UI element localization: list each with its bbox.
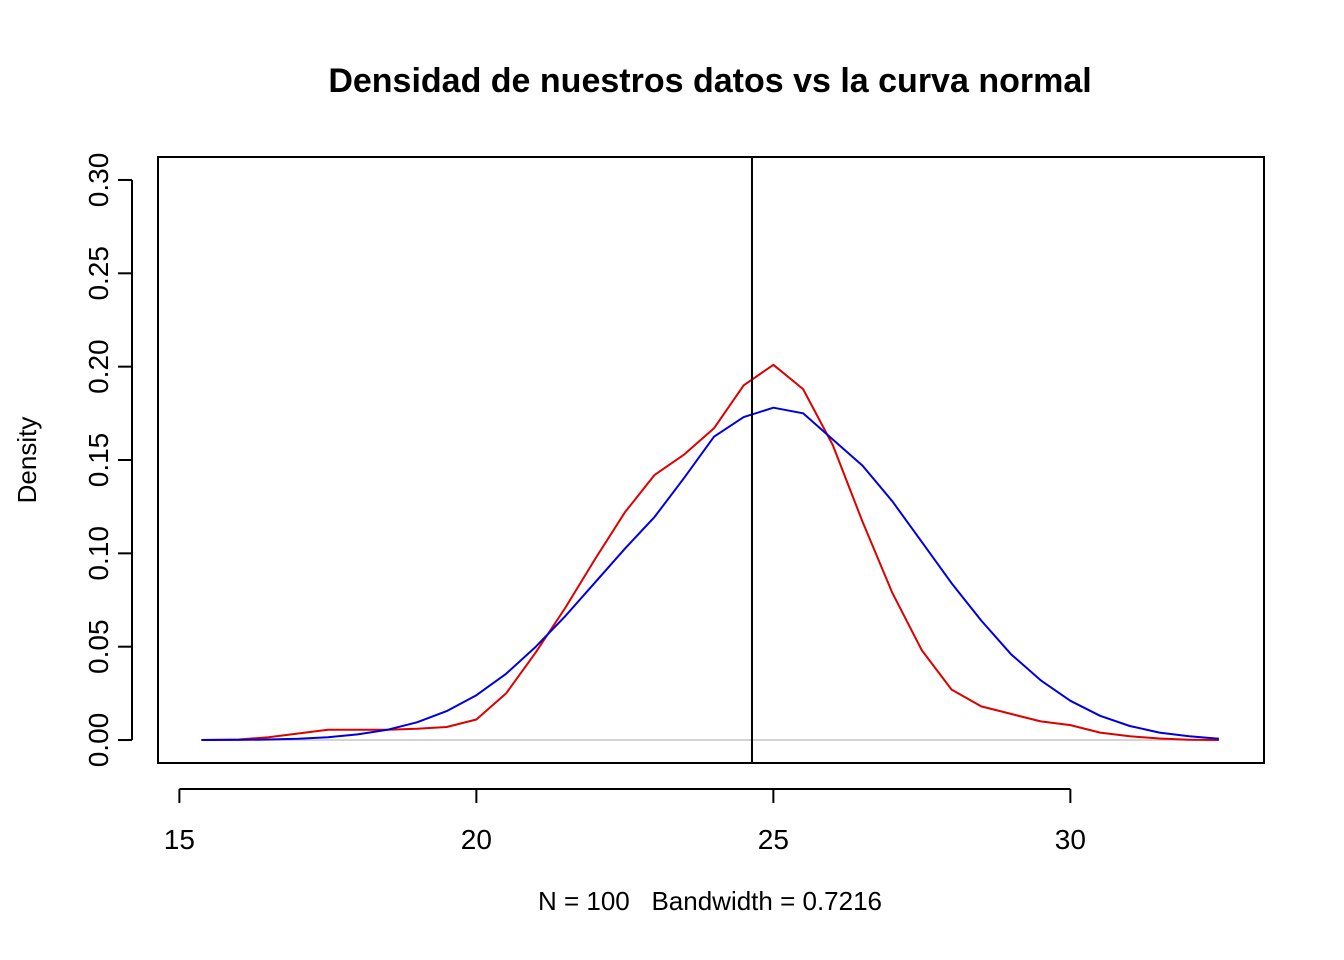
x-tick-label: 30 bbox=[1055, 824, 1086, 855]
x-axis-label: N = 100 Bandwidth = 0.7216 bbox=[538, 886, 882, 916]
y-axis: 0.00 0.05 0.10 0.15 0.20 0.25 0.30 bbox=[83, 153, 133, 768]
x-axis: 15 20 25 30 bbox=[164, 788, 1086, 855]
y-tick-label: 0.00 bbox=[83, 713, 114, 768]
y-tick-label: 0.25 bbox=[83, 246, 114, 301]
y-tick-label: 0.10 bbox=[83, 526, 114, 581]
chart-title: Densidad de nuestros datos vs la curva n… bbox=[328, 62, 1091, 100]
plot-frame bbox=[157, 156, 1265, 764]
density-curve bbox=[201, 363, 1219, 741]
y-tick-label: 0.30 bbox=[83, 153, 114, 208]
normal-curve bbox=[201, 406, 1219, 741]
y-tick-label: 0.15 bbox=[83, 433, 114, 488]
x-tick-label: 15 bbox=[164, 824, 195, 855]
y-tick-label: 0.05 bbox=[83, 619, 114, 674]
plot-area bbox=[201, 157, 1219, 763]
x-tick-label: 25 bbox=[758, 824, 789, 855]
y-tick-label: 0.20 bbox=[83, 339, 114, 394]
y-axis-label: Density bbox=[12, 417, 42, 504]
x-tick-label: 20 bbox=[461, 824, 492, 855]
